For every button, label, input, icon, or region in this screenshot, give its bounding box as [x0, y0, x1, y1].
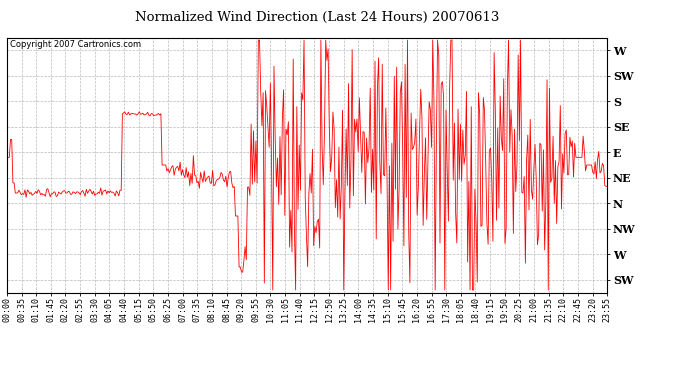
Text: Normalized Wind Direction (Last 24 Hours) 20070613: Normalized Wind Direction (Last 24 Hours…	[135, 11, 500, 24]
Text: Copyright 2007 Cartronics.com: Copyright 2007 Cartronics.com	[10, 40, 141, 49]
